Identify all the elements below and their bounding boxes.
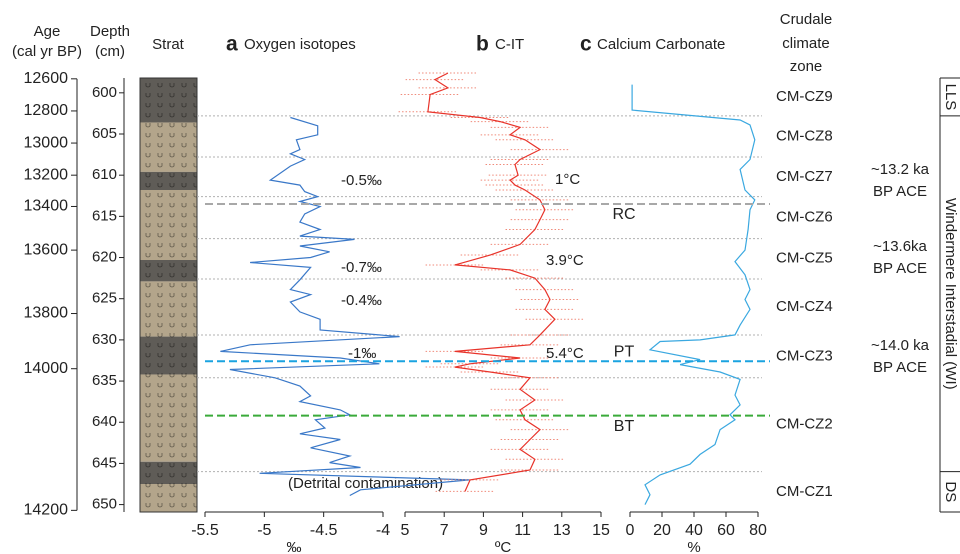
panel-letter: a [226,33,238,56]
annotation: (Detrital contamination) [288,475,443,492]
age-tick-label: 13000 [24,134,69,151]
annotation: 5.4°C [546,345,584,362]
ace-label: ~13.6ka [873,238,927,255]
x-tick-label: 7 [440,522,449,539]
age-label: Age [34,23,61,40]
annotation: -0.4‰ [341,292,382,309]
strat-texture [140,461,197,484]
x-tick-label: 15 [592,522,610,539]
zone-label: CM-CZ8 [776,127,833,144]
data-line [427,72,556,492]
zone-label: CM-CZ7 [776,168,833,185]
zone-label: CM-CZ6 [776,209,833,226]
x-tick-label: -5 [257,522,271,539]
zone-title: climate [782,35,830,52]
depth-tick-label: 605 [92,125,117,142]
strat-texture [140,190,197,260]
depth-label: Depth [90,23,130,40]
strat-texture [140,122,197,172]
x-tick-label: 5 [401,522,410,539]
x-tick-label: 40 [685,522,703,539]
panel-letter: b [476,33,489,56]
depth-tick-label: 630 [92,331,117,348]
age-tick-label: 13200 [24,166,69,183]
depth-tick-label: 610 [92,166,117,183]
event-label: RC [612,206,635,223]
period-label: Windermere Interstadial (WI) [942,198,959,390]
zone-label: CM-CZ9 [776,88,833,105]
x-tick-label: -4.5 [310,522,338,539]
ace-label: ~14.0 ka [871,337,930,354]
ace-label: ~13.2 ka [871,161,930,178]
x-tick-label: -4 [376,522,390,539]
data-line [220,116,470,497]
depth-tick-label: 635 [92,372,117,389]
age-tick-label: 12600 [24,70,69,87]
x-tick-label: 9 [479,522,488,539]
panel-title: C-IT [495,36,524,53]
x-tick-label: 80 [749,522,767,539]
depth-label: (cm) [95,43,125,60]
age-tick-label: 13600 [24,241,69,258]
x-tick-label: 13 [553,522,571,539]
age-tick-label: 14200 [24,502,69,519]
age-tick-label: 13800 [24,305,69,322]
strat-texture [140,374,197,462]
depth-tick-label: 625 [92,290,117,307]
zone-title: zone [790,58,823,75]
strat-texture [140,281,197,337]
strat-texture [140,78,197,123]
annotation: 3.9°C [546,252,584,269]
event-label: BT [614,418,635,435]
annotation: -1‰ [348,345,376,362]
x-axis-label: ºC [495,539,511,554]
x-tick-label: 11 [514,522,531,539]
zone-label: CM-CZ2 [776,416,833,433]
data-line [631,84,756,505]
depth-tick-label: 600 [92,84,117,101]
age-label: (cal yr BP) [12,43,82,60]
strat-texture [140,260,197,282]
depth-tick-label: 640 [92,413,117,430]
panel-title: Oxygen isotopes [244,36,356,53]
annotation: 1°C [555,171,580,188]
ace-label: BP ACE [873,183,927,200]
x-axis-label: % [687,539,700,554]
age-tick-label: 14000 [24,360,69,377]
period-label: DS [942,481,959,502]
depth-tick-label: 645 [92,454,117,471]
zone-label: CM-CZ1 [776,483,833,500]
panel-title: Calcium Carbonate [597,36,725,53]
age-tick-label: 13400 [24,198,69,215]
x-axis-label: ‰ [287,539,302,554]
depth-tick-label: 650 [92,496,117,513]
zone-title: Crudale [780,11,833,28]
x-tick-label: 60 [717,522,735,539]
strat-title: Strat [152,36,185,53]
ace-label: BP ACE [873,359,927,376]
period-label: LLS [942,84,959,111]
x-tick-label: -5.5 [191,522,219,539]
depth-tick-label: 615 [92,207,117,224]
zone-label: CM-CZ3 [776,347,833,364]
x-tick-label: 20 [653,522,671,539]
x-tick-label: 0 [626,522,635,539]
strat-texture [140,171,197,190]
age-tick-label: 12800 [24,102,69,119]
strat-texture [140,336,197,375]
zone-label: CM-CZ4 [776,298,833,315]
strat-texture [140,484,197,512]
ace-label: BP ACE [873,260,927,277]
event-label: PT [614,344,635,361]
strat-frame [139,77,198,513]
annotation: -0.5‰ [341,172,382,189]
depth-tick-label: 620 [92,248,117,265]
zone-label: CM-CZ5 [776,250,833,267]
panel-letter: c [580,33,592,56]
annotation: -0.7‰ [341,259,382,276]
